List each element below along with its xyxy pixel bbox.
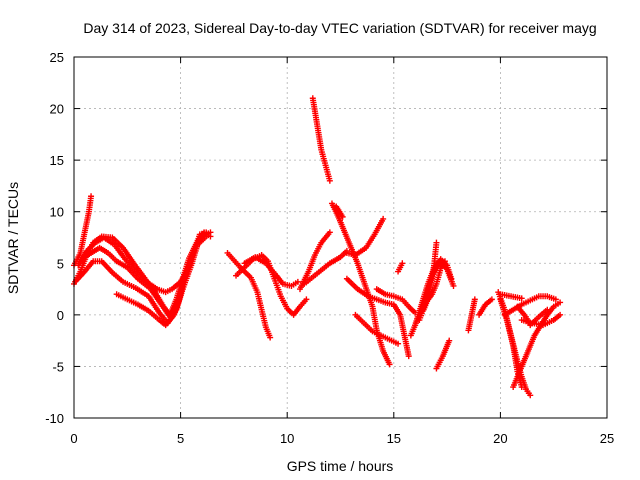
series-track-e [79, 229, 214, 320]
data-point [303, 296, 310, 303]
series-track-z [476, 296, 495, 318]
data-point [433, 239, 440, 246]
data-point [552, 296, 559, 303]
series-track-j [296, 229, 333, 293]
x-tick-label: 10 [280, 431, 294, 446]
plot-frame [73, 56, 608, 419]
y-tick-label: -5 [52, 359, 64, 374]
y-tick-label: -10 [45, 411, 64, 426]
series-track-i [241, 254, 301, 289]
series-track-m [328, 200, 393, 368]
series-track-y [465, 296, 478, 334]
data-point [450, 282, 457, 289]
data-point [518, 384, 525, 391]
grid-lines [74, 57, 607, 418]
data-point [386, 361, 393, 368]
series-track-k [309, 95, 333, 184]
x-tick-label: 5 [177, 431, 184, 446]
y-tick-label: 10 [50, 205, 64, 220]
y-tick-labels: -10 -5 0 5 10 15 20 25 [45, 50, 64, 426]
y-tick-label: 5 [57, 256, 64, 271]
series-track-w [420, 239, 440, 313]
series-track-ac [510, 299, 564, 391]
data-point [399, 260, 406, 267]
data-point [527, 392, 534, 399]
series-track-af [514, 303, 551, 329]
data-point [267, 334, 274, 341]
series-track-q [352, 311, 402, 347]
x-tick-label: 15 [387, 431, 401, 446]
series-track-s [395, 260, 406, 275]
x-axis-title: GPS time / hours [287, 458, 394, 474]
chart-title: Day 314 of 2023, Sidereal Day-to-day VTE… [83, 20, 596, 36]
y-tick-label: 15 [50, 153, 64, 168]
data-point [441, 258, 448, 265]
x-tick-label: 0 [70, 431, 77, 446]
data-point [294, 278, 301, 285]
data-point [88, 193, 95, 200]
series-track-ag [497, 291, 525, 302]
series-track-x [433, 337, 453, 372]
data-point [395, 340, 402, 347]
y-tick-label: 0 [57, 308, 64, 323]
series-track-n [333, 203, 346, 220]
series-track-r [373, 286, 419, 316]
data-point [518, 295, 525, 302]
data-series [71, 95, 564, 399]
data-point [405, 353, 412, 360]
data-point [544, 306, 551, 313]
series-track-o [343, 215, 387, 259]
axis-ticks [73, 56, 608, 419]
data-point [557, 311, 564, 318]
data-point [339, 213, 346, 220]
series-track-f [113, 229, 210, 329]
series-track-p [343, 275, 412, 360]
data-point [203, 229, 210, 236]
y-axis-title: SDTVAR / TECUs [5, 182, 21, 294]
x-tick-label: 25 [600, 431, 614, 446]
data-point [448, 275, 455, 282]
series-track-g [224, 249, 274, 341]
x-tick-labels: 0 5 10 15 20 25 [70, 431, 614, 446]
y-tick-label: 25 [50, 50, 64, 65]
data-point [326, 229, 333, 236]
data-point [380, 215, 387, 222]
y-tick-label: 20 [50, 102, 64, 117]
data-point [557, 299, 564, 306]
series-track-ad [501, 293, 559, 318]
data-point [488, 296, 495, 303]
data-point [446, 337, 453, 344]
series-track-d [71, 193, 95, 269]
data-point [471, 296, 478, 303]
x-tick-label: 20 [493, 431, 507, 446]
data-point [326, 177, 333, 184]
